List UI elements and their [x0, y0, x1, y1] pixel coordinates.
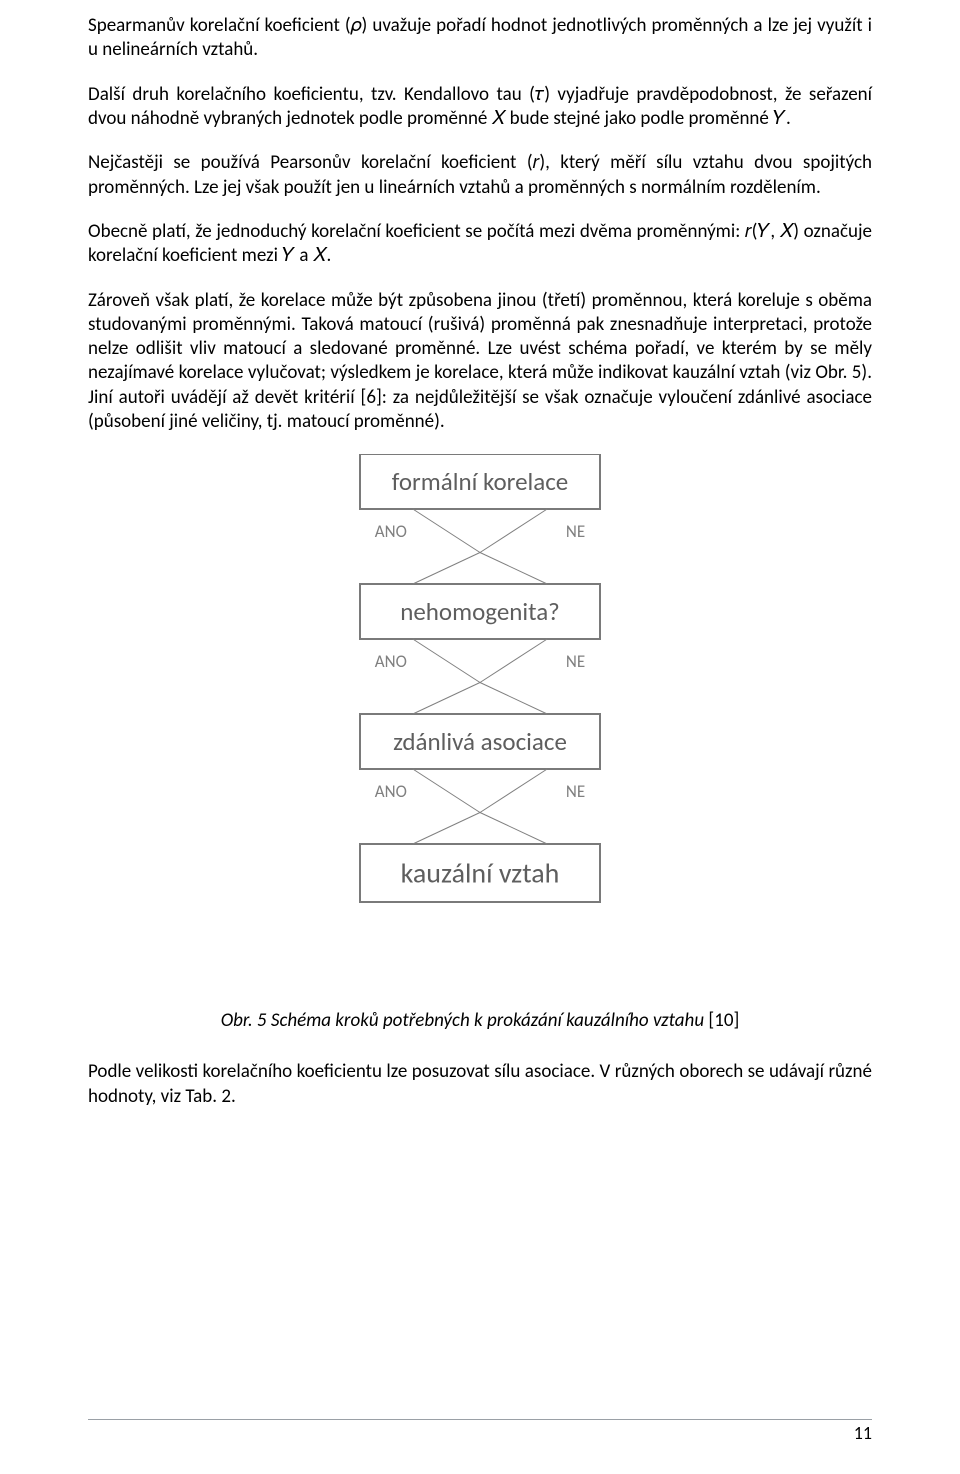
paragraph-4: Obecně platí, že jednoduchý korelační ko… [88, 220, 872, 269]
figure-5-caption-ref: [10] [704, 1009, 739, 1032]
svg-text:ANO: ANO [375, 651, 407, 672]
flowchart-svg: formální korelace nehomogenita? zdánlivá a… [265, 454, 695, 974]
page: Spearmanův korelační koeficient (𝜌) uvaž… [0, 0, 960, 1474]
figure-5-caption: Obr. 5 Schéma kroků potřebných k prokázá… [88, 1009, 872, 1032]
svg-text:formální korelace: formální korelace [392, 466, 568, 497]
paragraph-6: Podle velikosti korelačního koeficientu … [88, 1060, 872, 1109]
svg-text:NE: NE [566, 651, 585, 672]
svg-text:nehomogenita?: nehomogenita? [400, 596, 560, 627]
footer-rule [88, 1419, 872, 1420]
figure-5-caption-text: Obr. 5 Schéma kroků potřebných k prokázá… [221, 1009, 704, 1032]
page-number: 11 [88, 1422, 872, 1444]
svg-text:zdánlivá asociace: zdánlivá asociace [393, 726, 567, 757]
paragraph-2: Další druh korelačního koeficientu, tzv.… [88, 83, 872, 132]
svg-text:ANO: ANO [375, 521, 407, 542]
paragraph-1: Spearmanův korelační koeficient (𝜌) uvaž… [88, 14, 872, 63]
svg-text:ANO: ANO [375, 781, 407, 802]
svg-text:NE: NE [566, 521, 585, 542]
paragraph-5: Zároveň však platí, že korelace může být… [88, 289, 872, 435]
figure-5: formální korelace nehomogenita? zdánlivá a… [88, 454, 872, 979]
paragraph-3: Nejčastěji se používá Pearsonův korelačn… [88, 151, 872, 200]
svg-text:NE: NE [566, 781, 585, 802]
page-footer: 11 [88, 1419, 872, 1444]
svg-text:kauzální vztah: kauzální vztah [401, 856, 560, 891]
